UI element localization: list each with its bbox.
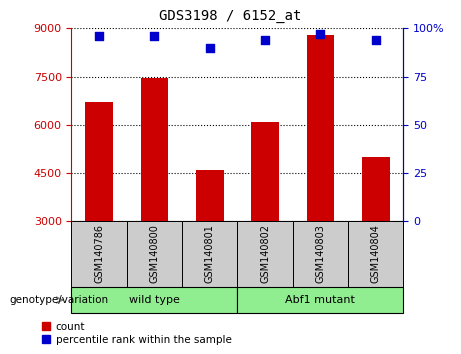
Text: GSM140800: GSM140800 — [149, 224, 160, 284]
Bar — [237, 221, 293, 287]
Bar — [196, 170, 224, 221]
Bar — [85, 102, 113, 221]
Text: wild type: wild type — [129, 295, 180, 305]
Bar — [71, 221, 127, 287]
Point — [372, 37, 379, 43]
Bar — [237, 287, 403, 313]
Point — [206, 45, 213, 50]
Text: GDS3198 / 6152_at: GDS3198 / 6152_at — [160, 9, 301, 23]
Bar — [307, 35, 334, 221]
Text: GSM140786: GSM140786 — [94, 224, 104, 284]
Bar — [71, 287, 237, 313]
Bar — [362, 157, 390, 221]
Legend: count, percentile rank within the sample: count, percentile rank within the sample — [42, 322, 231, 345]
Text: Abf1 mutant: Abf1 mutant — [285, 295, 355, 305]
Bar — [251, 121, 279, 221]
Text: GSM140804: GSM140804 — [371, 224, 381, 284]
Bar — [127, 221, 182, 287]
Bar — [141, 78, 168, 221]
Text: genotype/variation: genotype/variation — [9, 295, 108, 305]
Text: GSM140803: GSM140803 — [315, 224, 325, 284]
Bar — [182, 221, 237, 287]
Point — [317, 31, 324, 37]
Bar — [293, 221, 348, 287]
Point — [151, 33, 158, 39]
Text: GSM140802: GSM140802 — [260, 224, 270, 284]
Point — [261, 37, 269, 43]
Bar — [348, 221, 403, 287]
Point — [95, 33, 103, 39]
Text: GSM140801: GSM140801 — [205, 224, 215, 284]
